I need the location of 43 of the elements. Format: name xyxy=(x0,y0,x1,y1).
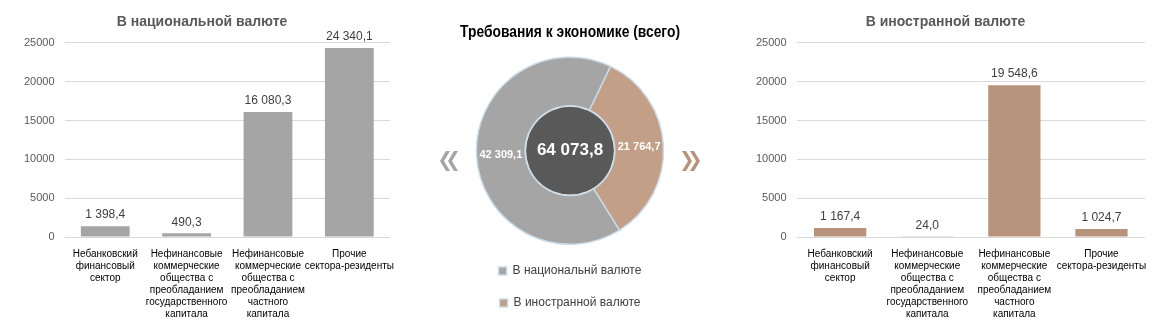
data-label: 16 080,3 xyxy=(244,93,292,108)
x-tick-label: Небанковский финансовый сектор xyxy=(72,247,138,283)
bar xyxy=(162,233,212,237)
legend-label: В иностранной валюте xyxy=(513,295,641,310)
bar xyxy=(1075,229,1128,237)
y-tick-label: 20000 xyxy=(755,74,787,87)
bar xyxy=(243,112,293,237)
data-label: 1 024,7 xyxy=(1081,210,1122,225)
y-tick-label: 25000 xyxy=(755,35,787,48)
x-tick-label: Прочие сектора-резиденты xyxy=(304,247,394,271)
legend-label: В национальнй валюте xyxy=(512,263,642,278)
data-label: 21 764,7 xyxy=(617,139,661,152)
bar xyxy=(80,226,130,237)
text: 64 073,8 xyxy=(536,140,604,160)
chart-title: Требования к экономике (всего) xyxy=(460,21,680,41)
y-tick-label: 5000 xyxy=(30,191,55,204)
y-tick-label: 10000 xyxy=(23,152,55,165)
data-label: 490,3 xyxy=(171,214,202,229)
x-tick-label: Нефинансовые коммерческие общества с преобладанием государственного капитала xyxy=(145,247,228,319)
data-label: 24,0 xyxy=(915,218,940,233)
y-tick-label: 5000 xyxy=(762,191,787,204)
data-label: 24 340,1 xyxy=(325,29,373,44)
x-tick-label: Нефинансовые коммерческие общества с преобладанием частного капитала xyxy=(977,247,1052,319)
y-tick-label: 10000 xyxy=(755,152,787,165)
x-tick-label: Прочие сектора-резиденты xyxy=(1056,247,1147,271)
bar xyxy=(324,47,374,237)
y-tick-label: 20000 xyxy=(23,74,55,87)
bar xyxy=(814,227,867,237)
x-tick-label: Нефинансовые коммерческие общества с преобладанием государственного капитала xyxy=(886,247,969,319)
y-tick-label: 0 xyxy=(48,230,55,243)
data-label: 19 548,6 xyxy=(990,66,1039,81)
y-tick-label: 0 xyxy=(780,230,787,243)
y-tick-label: 25000 xyxy=(23,35,55,48)
data-label: 1 167,4 xyxy=(820,209,861,224)
y-tick-label: 15000 xyxy=(755,113,787,126)
y-tick-label: 15000 xyxy=(23,113,55,126)
chart-title: В национальной валюте xyxy=(116,13,288,30)
data-label: 42 309,1 xyxy=(479,147,523,160)
bar xyxy=(988,85,1041,237)
chart-title: В иностранной валюте xyxy=(865,13,1026,30)
data-label: 1 398,4 xyxy=(85,207,126,222)
x-tick-label: Небанковский финансовый сектор xyxy=(807,247,873,283)
x-tick-label: Нефинансовые коммерческие общества с преобладанием частного капитала xyxy=(231,247,305,319)
